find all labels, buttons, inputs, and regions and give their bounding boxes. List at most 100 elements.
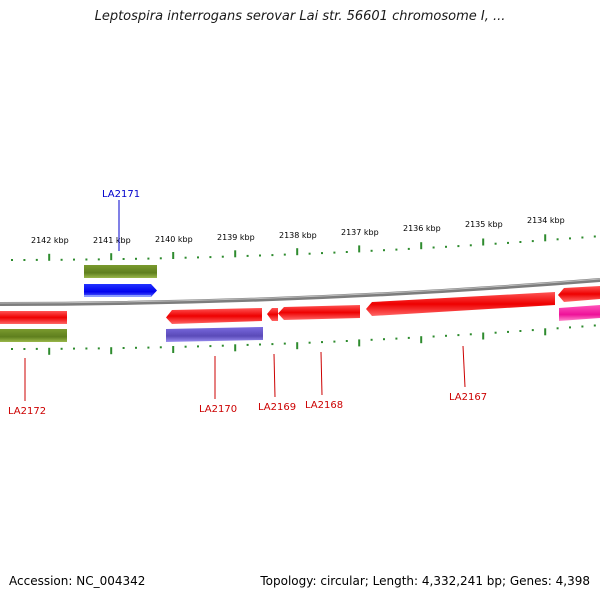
major-tick — [110, 253, 113, 261]
minor-tick — [469, 244, 472, 247]
minor-tick — [445, 334, 447, 337]
minor-tick — [593, 235, 596, 238]
minor-tick — [23, 259, 26, 261]
minor-tick — [370, 249, 373, 252]
minor-tick — [209, 345, 212, 348]
tick-label: 2136 kbp — [403, 224, 441, 233]
major-tick — [234, 344, 237, 352]
tick-label: 2140 kbp — [155, 235, 193, 244]
gene-label-la2167[interactable]: LA2167 — [449, 392, 487, 403]
major-tick — [110, 347, 113, 355]
gene-arrow-la2169[interactable] — [267, 308, 278, 321]
minor-tick — [97, 347, 100, 350]
minor-tick — [259, 254, 261, 257]
minor-tick — [531, 240, 534, 243]
minor-tick — [308, 341, 311, 344]
minor-tick — [383, 338, 385, 341]
minor-tick — [593, 324, 596, 327]
minor-tick — [209, 256, 212, 259]
major-tick — [420, 336, 423, 344]
minor-tick — [395, 248, 398, 251]
minor-tick — [159, 257, 162, 260]
minor-tick — [35, 347, 38, 350]
gene-arrow-la2168[interactable] — [278, 305, 360, 320]
major-tick — [420, 242, 423, 250]
minor-tick — [432, 335, 435, 338]
major-tick — [358, 245, 361, 253]
minor-tick — [60, 347, 63, 350]
major-tick — [172, 252, 175, 259]
chromosome-backbone — [0, 278, 600, 306]
minor-tick — [370, 338, 373, 341]
gene-label-la2170[interactable]: LA2170 — [199, 404, 237, 415]
minor-tick — [494, 242, 497, 245]
minor-tick — [407, 336, 410, 339]
minor-tick — [73, 347, 75, 350]
minor-tick — [345, 251, 348, 253]
minor-tick — [383, 249, 385, 252]
minor-tick — [35, 258, 38, 261]
minor-tick — [395, 337, 398, 340]
minor-tick — [321, 341, 323, 344]
gene-arrow-la2167[interactable] — [366, 292, 555, 316]
minor-tick — [147, 346, 150, 349]
major-tick — [544, 234, 547, 242]
olive-feature-lower[interactable] — [0, 329, 67, 342]
gene-arrow-la2170[interactable] — [166, 308, 262, 324]
gene-label-la2172[interactable]: LA2172 — [8, 406, 46, 417]
minor-tick — [271, 254, 274, 257]
lower-tick-track — [11, 324, 596, 355]
tick-label: 2134 kbp — [527, 216, 565, 225]
major-tick — [48, 347, 51, 355]
minor-tick — [469, 333, 472, 336]
gene-label-la2168[interactable]: LA2168 — [305, 400, 343, 411]
minor-tick — [184, 256, 187, 259]
minor-tick — [333, 251, 336, 254]
minor-tick — [122, 347, 125, 349]
minor-tick — [246, 254, 249, 257]
major-tick — [296, 248, 299, 256]
minor-tick — [507, 330, 509, 333]
minor-tick — [221, 255, 224, 258]
upper-tick-track — [11, 234, 596, 261]
minor-tick — [85, 258, 88, 261]
minor-tick — [519, 241, 522, 243]
tick-labels: 2142 kbp 2141 kbp 2140 kbp 2139 kbp 2138… — [31, 216, 565, 245]
purple-feature[interactable] — [166, 327, 263, 342]
minor-tick — [259, 343, 261, 346]
tick-label: 2138 kbp — [279, 231, 317, 240]
major-tick — [544, 328, 547, 336]
minor-tick — [283, 253, 286, 256]
minor-tick — [85, 347, 88, 350]
tick-label: 2141 kbp — [93, 236, 131, 245]
minor-tick — [445, 245, 447, 248]
minor-tick — [122, 258, 125, 260]
gene-label-la2171[interactable]: LA2171 — [102, 189, 140, 200]
gene-label-la2169[interactable]: LA2169 — [258, 402, 296, 413]
minor-tick — [432, 246, 435, 249]
major-tick — [482, 332, 485, 340]
minor-tick — [333, 340, 336, 343]
genome-summary-text: Topology: circular; Length: 4,332,241 bp… — [260, 574, 590, 588]
tick-label: 2142 kbp — [31, 236, 69, 245]
minor-tick — [271, 343, 274, 346]
minor-tick — [569, 237, 571, 240]
minor-tick — [246, 343, 249, 346]
minor-tick — [221, 344, 224, 347]
magenta-feature[interactable] — [559, 305, 600, 321]
gene-arrow-edge[interactable] — [558, 286, 600, 302]
minor-tick — [135, 346, 137, 349]
minor-tick — [519, 330, 522, 332]
minor-tick — [581, 236, 584, 239]
minor-tick — [531, 329, 534, 332]
olive-feature-upper[interactable] — [84, 265, 157, 278]
gene-labels: LA2171 LA2172 LA2170 LA2169 LA2168 LA216… — [8, 189, 487, 417]
minor-tick — [556, 327, 559, 330]
gene-arrow-la2171[interactable] — [84, 284, 157, 297]
major-tick — [296, 342, 299, 350]
gene-arrow-la2172[interactable] — [0, 311, 67, 324]
major-tick — [482, 238, 485, 246]
major-tick — [358, 339, 361, 347]
minor-tick — [147, 257, 150, 260]
